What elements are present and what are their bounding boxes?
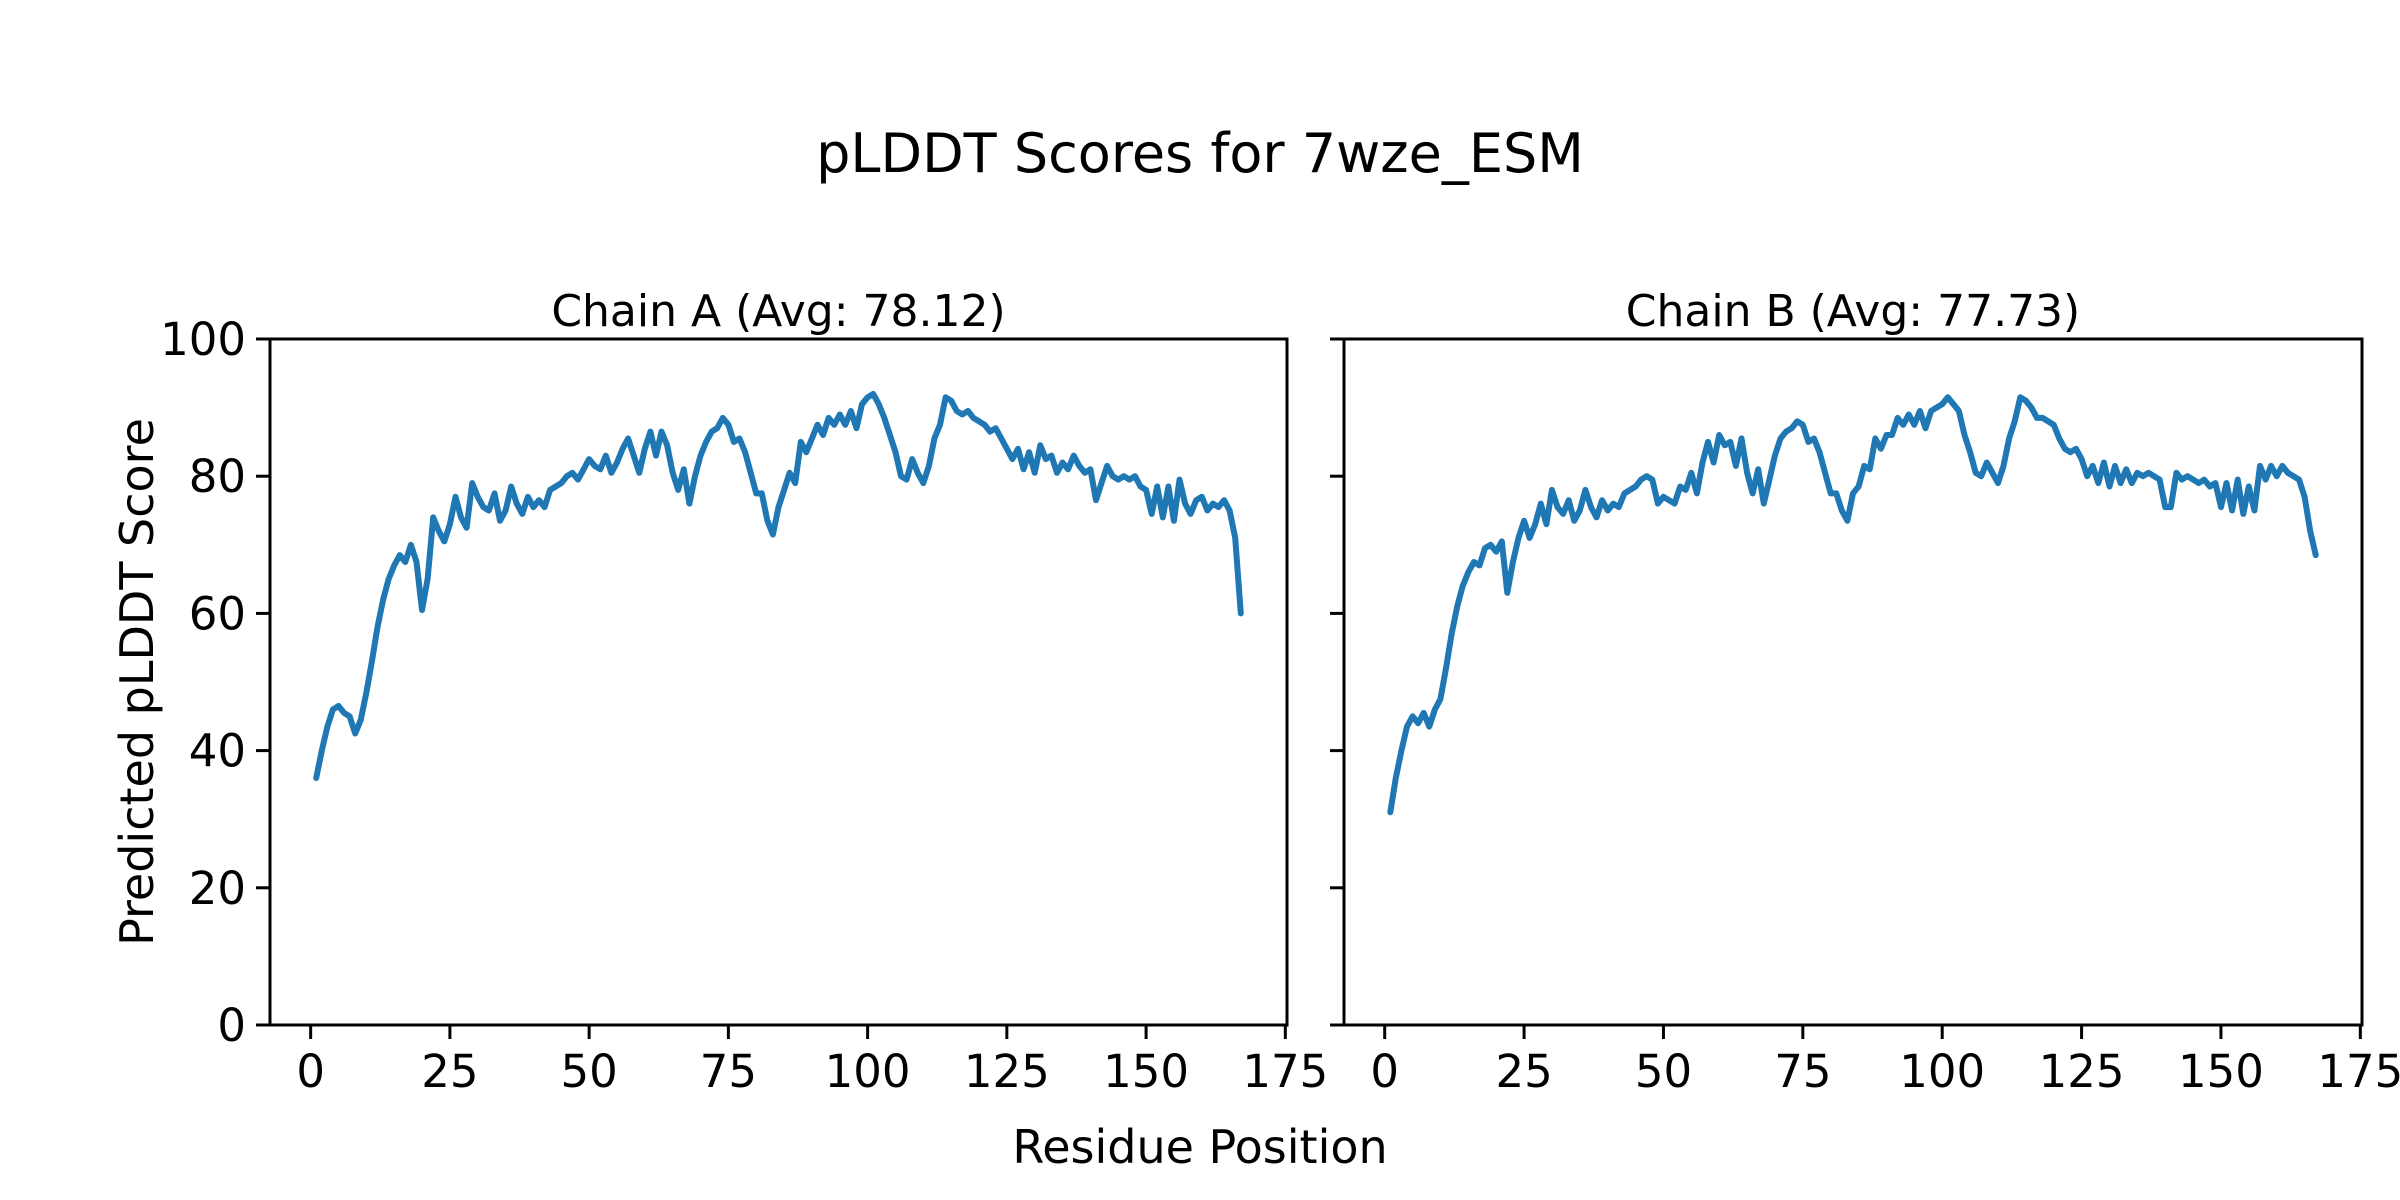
x-tick-label: 150 <box>1103 1045 1189 1098</box>
x-tick-label: 125 <box>2039 1045 2125 1098</box>
x-tick-label: 150 <box>2178 1045 2264 1098</box>
x-tick-label: 125 <box>964 1045 1050 1098</box>
x-tick-label: 175 <box>1242 1045 1328 1098</box>
x-tick-label: 100 <box>1899 1045 1985 1098</box>
x-tick-label: 75 <box>700 1045 757 1098</box>
x-tick-label: 175 <box>2317 1045 2400 1098</box>
x-tick-label: 50 <box>561 1045 618 1098</box>
x-axis-label: Residue Position <box>1012 1120 1388 1174</box>
x-tick-label: 50 <box>1635 1045 1692 1098</box>
y-tick-label: 40 <box>189 725 246 778</box>
y-tick-label: 100 <box>160 313 246 366</box>
chain-b-title: Chain B (Avg: 77.73) <box>1625 286 2081 337</box>
axes-frame <box>268 337 1289 1027</box>
chain-a-title: Chain A (Avg: 78.12) <box>551 286 1006 337</box>
y-tick-label: 0 <box>217 999 246 1052</box>
y-tick-label: 60 <box>189 587 246 640</box>
axes-frame <box>1342 337 2364 1027</box>
x-tick-label: 25 <box>1495 1045 1552 1098</box>
plddt-line-chain-a <box>313 390 1244 781</box>
figure-title: pLDDT Scores for 7wze_ESM <box>816 122 1584 185</box>
x-tick-label: 25 <box>421 1045 478 1098</box>
x-tick-label: 100 <box>825 1045 911 1098</box>
plddt-line-chain-b <box>1387 394 2319 816</box>
y-tick-label: 20 <box>189 862 246 915</box>
x-tick-label: 0 <box>1370 1045 1399 1098</box>
x-tick-label: 75 <box>1774 1045 1831 1098</box>
y-tick-label: 80 <box>189 450 246 503</box>
x-tick-label: 0 <box>296 1045 325 1098</box>
